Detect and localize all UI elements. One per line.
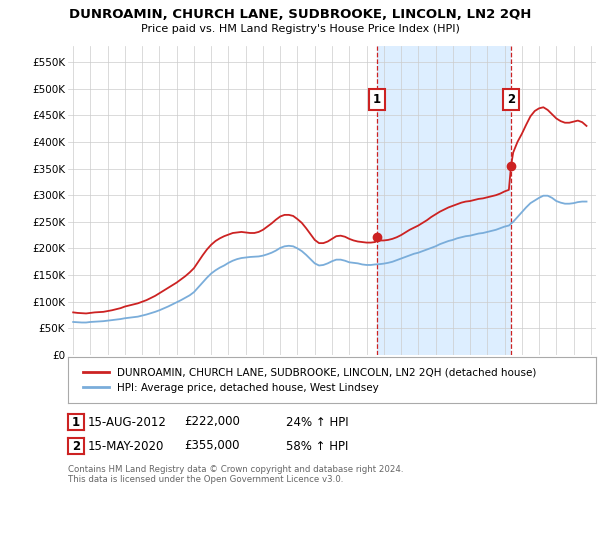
Text: 15-MAY-2020: 15-MAY-2020 [88,440,164,452]
Text: 15-AUG-2012: 15-AUG-2012 [88,416,167,428]
Bar [377,46,511,355]
Legend: DUNROAMIN, CHURCH LANE, SUDBROOKE, LINCOLN, LN2 2QH (detached house), HPI: Avera: DUNROAMIN, CHURCH LANE, SUDBROOKE, LINCO… [79,363,541,397]
Text: 1: 1 [72,416,80,428]
Text: £222,000: £222,000 [184,416,240,428]
Text: 58% ↑ HPI: 58% ↑ HPI [286,440,349,452]
Text: Price paid vs. HM Land Registry's House Price Index (HPI): Price paid vs. HM Land Registry's House … [140,24,460,34]
Text: 2: 2 [507,93,515,106]
Text: £355,000: £355,000 [184,440,239,452]
Text: Contains HM Land Registry data © Crown copyright and database right 2024.
This d: Contains HM Land Registry data © Crown c… [68,465,404,484]
Text: 2: 2 [72,440,80,452]
Text: 1: 1 [373,93,381,106]
Text: 24% ↑ HPI: 24% ↑ HPI [286,416,349,428]
Text: DUNROAMIN, CHURCH LANE, SUDBROOKE, LINCOLN, LN2 2QH: DUNROAMIN, CHURCH LANE, SUDBROOKE, LINCO… [69,8,531,21]
